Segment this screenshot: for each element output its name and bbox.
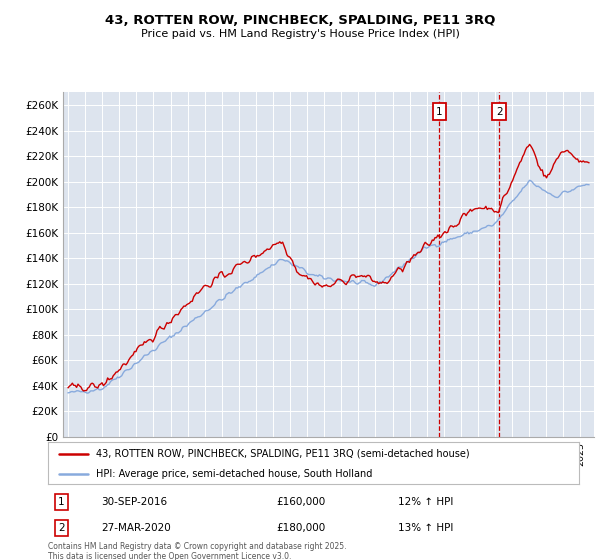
Text: Price paid vs. HM Land Registry's House Price Index (HPI): Price paid vs. HM Land Registry's House … (140, 29, 460, 39)
Text: £180,000: £180,000 (277, 523, 326, 533)
Text: £160,000: £160,000 (277, 497, 326, 507)
Text: 1: 1 (436, 106, 443, 116)
Text: 43, ROTTEN ROW, PINCHBECK, SPALDING, PE11 3RQ: 43, ROTTEN ROW, PINCHBECK, SPALDING, PE1… (105, 14, 495, 27)
Text: 2: 2 (58, 523, 65, 533)
Text: Contains HM Land Registry data © Crown copyright and database right 2025.
This d: Contains HM Land Registry data © Crown c… (48, 542, 347, 560)
Text: 1: 1 (58, 497, 65, 507)
Text: 2: 2 (496, 106, 503, 116)
Text: 12% ↑ HPI: 12% ↑ HPI (398, 497, 454, 507)
Text: HPI: Average price, semi-detached house, South Holland: HPI: Average price, semi-detached house,… (96, 469, 372, 479)
Text: 43, ROTTEN ROW, PINCHBECK, SPALDING, PE11 3RQ (semi-detached house): 43, ROTTEN ROW, PINCHBECK, SPALDING, PE1… (96, 449, 469, 459)
Text: 13% ↑ HPI: 13% ↑ HPI (398, 523, 454, 533)
Text: 27-MAR-2020: 27-MAR-2020 (101, 523, 171, 533)
Text: 30-SEP-2016: 30-SEP-2016 (101, 497, 167, 507)
